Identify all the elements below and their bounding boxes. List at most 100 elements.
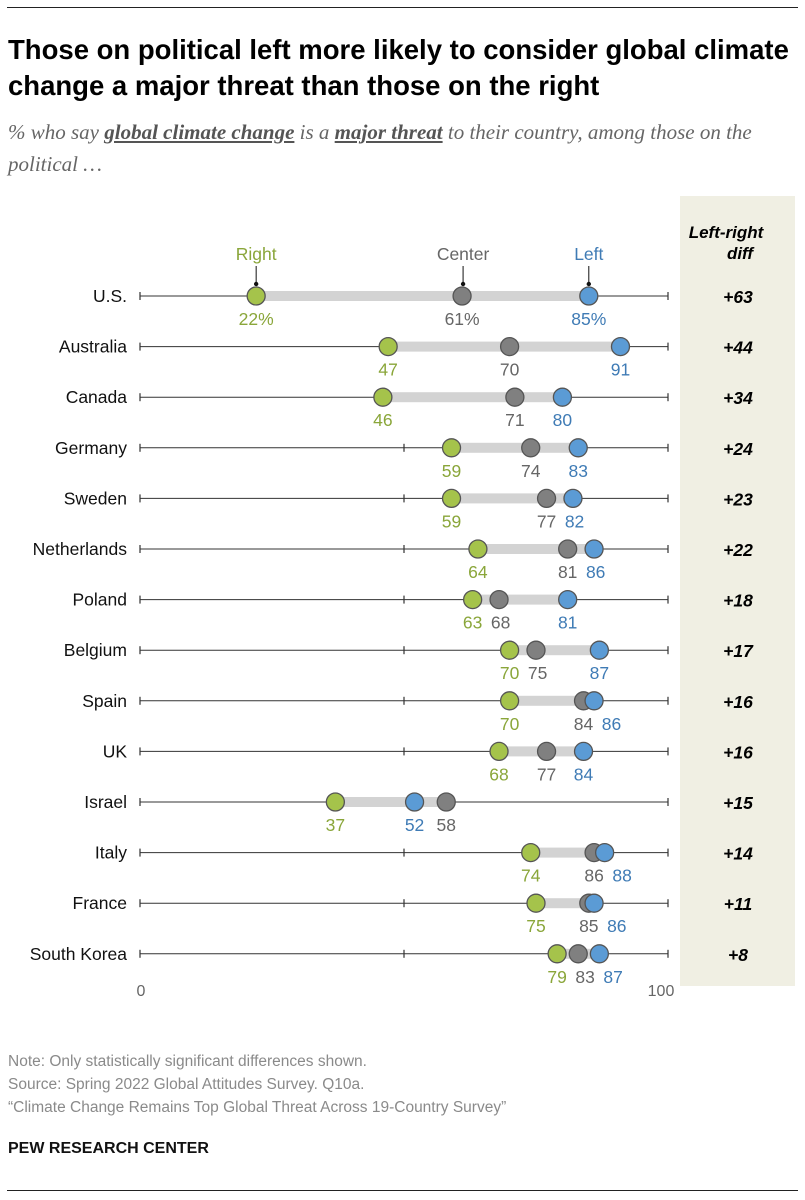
center-value-label-canada: 71 bbox=[505, 410, 524, 430]
diff-value-u-s: +63 bbox=[723, 287, 753, 307]
country-label-sweden: Sweden bbox=[64, 488, 127, 508]
subtitle-emphasis-threat: major threat bbox=[334, 120, 443, 144]
center-value-label-italy: 86 bbox=[584, 866, 603, 886]
left-dot-israel bbox=[404, 792, 425, 812]
diff-value-italy: +14 bbox=[723, 844, 753, 864]
country-label-u-s: U.S. bbox=[93, 286, 127, 306]
range-bar-netherlands bbox=[477, 544, 595, 554]
diff-value-uk: +16 bbox=[723, 742, 753, 762]
left-value-label-belgium: 87 bbox=[590, 663, 609, 683]
diff-value-canada: +34 bbox=[723, 388, 753, 408]
range-bar-belgium bbox=[509, 645, 600, 656]
right-value-label-canada: 46 bbox=[373, 410, 392, 430]
range-bar-germany bbox=[451, 442, 579, 453]
right-dot-netherlands bbox=[468, 539, 488, 559]
left-dot-poland bbox=[558, 589, 578, 610]
center-value-label-spain: 84 bbox=[574, 714, 594, 734]
center-dot-canada bbox=[505, 387, 525, 407]
range-bar-canada bbox=[382, 392, 563, 403]
left-value-label-u-s: 85% bbox=[571, 309, 606, 329]
subtitle-part-1: % who say bbox=[8, 120, 105, 144]
country-label-spain: Spain bbox=[82, 691, 127, 711]
left-dot-belgium bbox=[589, 640, 610, 660]
center-dot-australia bbox=[499, 336, 520, 357]
right-dot-canada bbox=[373, 387, 393, 407]
right-value-label-netherlands: 64 bbox=[468, 562, 488, 582]
center-value-label-uk: 77 bbox=[537, 764, 556, 784]
center-value-label-poland: 68 bbox=[491, 613, 510, 633]
range-bar-sweden bbox=[451, 493, 573, 504]
center-value-label-netherlands: 81 bbox=[558, 562, 577, 582]
range-bar-poland bbox=[472, 594, 568, 605]
right-dot-france bbox=[526, 893, 546, 913]
center-dot-germany bbox=[521, 438, 541, 458]
left-value-label-poland: 81 bbox=[558, 613, 577, 633]
left-dot-canada bbox=[552, 387, 573, 407]
legend-label-center: Center bbox=[437, 244, 490, 264]
chart-subtitle: % who say global climate change is a maj… bbox=[8, 116, 798, 180]
subtitle-part-2: is a bbox=[294, 120, 335, 144]
left-dot-u-s bbox=[579, 286, 599, 306]
center-dot-poland bbox=[489, 589, 509, 610]
left-dot-south-korea bbox=[589, 944, 610, 964]
center-value-label-australia: 70 bbox=[500, 360, 520, 380]
right-value-label-uk: 68 bbox=[489, 764, 508, 784]
right-value-label-germany: 59 bbox=[442, 461, 461, 481]
left-value-label-israel: 52 bbox=[405, 815, 424, 835]
right-value-label-australia: 47 bbox=[378, 360, 397, 380]
left-dot-spain bbox=[584, 691, 604, 711]
left-dot-uk bbox=[573, 741, 594, 762]
left-value-label-germany: 83 bbox=[569, 461, 588, 481]
left-value-label-south-korea: 87 bbox=[603, 967, 622, 987]
x-tick-label-0: 0 bbox=[137, 983, 146, 1000]
diff-panel bbox=[680, 196, 795, 986]
country-label-poland: Poland bbox=[73, 590, 128, 610]
right-value-label-sweden: 59 bbox=[442, 511, 461, 531]
diff-value-sweden: +23 bbox=[723, 489, 753, 509]
right-value-label-spain: 70 bbox=[500, 714, 520, 734]
center-value-label-germany: 74 bbox=[521, 461, 541, 481]
left-dot-italy bbox=[594, 842, 615, 863]
left-value-label-canada: 80 bbox=[553, 410, 573, 430]
left-dot-sweden bbox=[563, 488, 583, 509]
right-dot-spain bbox=[499, 691, 520, 711]
chart-notes: Note: Only statistically significant dif… bbox=[8, 1050, 506, 1119]
country-label-germany: Germany bbox=[55, 438, 127, 458]
country-label-south-korea: South Korea bbox=[30, 944, 128, 964]
right-value-label-u-s: 22% bbox=[239, 309, 274, 329]
diff-value-israel: +15 bbox=[723, 793, 753, 813]
diff-value-spain: +16 bbox=[723, 692, 753, 712]
legend-label-left: Left bbox=[574, 244, 603, 264]
legend-label-right: Right bbox=[236, 244, 277, 264]
right-dot-australia bbox=[378, 336, 398, 357]
right-dot-israel bbox=[325, 792, 346, 812]
right-dot-south-korea bbox=[547, 944, 567, 964]
center-dot-israel bbox=[436, 792, 456, 812]
top-rule bbox=[7, 7, 798, 8]
country-label-israel: Israel bbox=[84, 792, 127, 812]
right-value-label-south-korea: 79 bbox=[547, 967, 566, 987]
right-dot-u-s bbox=[246, 286, 266, 306]
country-label-netherlands: Netherlands bbox=[33, 539, 128, 559]
bottom-rule bbox=[7, 1190, 798, 1191]
center-dot-netherlands bbox=[558, 539, 578, 559]
center-dot-south-korea bbox=[568, 944, 588, 964]
center-value-label-israel: 58 bbox=[437, 815, 456, 835]
diff-header-line-2: diff bbox=[727, 244, 755, 263]
center-dot-u-s bbox=[452, 286, 472, 306]
left-value-label-netherlands: 86 bbox=[586, 562, 605, 582]
right-value-label-poland: 63 bbox=[463, 613, 482, 633]
right-dot-uk bbox=[489, 741, 509, 762]
range-bar-israel bbox=[335, 797, 447, 807]
country-label-uk: UK bbox=[103, 741, 128, 761]
diff-value-belgium: +17 bbox=[723, 641, 754, 661]
center-dot-sweden bbox=[536, 488, 557, 509]
right-dot-germany bbox=[441, 438, 462, 458]
right-value-label-france: 75 bbox=[526, 916, 545, 936]
right-dot-sweden bbox=[441, 488, 462, 509]
right-dot-italy bbox=[521, 842, 541, 863]
left-value-label-france: 86 bbox=[607, 916, 626, 936]
diff-value-south-korea: +8 bbox=[728, 945, 748, 965]
country-label-australia: Australia bbox=[59, 337, 127, 357]
country-label-canada: Canada bbox=[66, 387, 128, 407]
